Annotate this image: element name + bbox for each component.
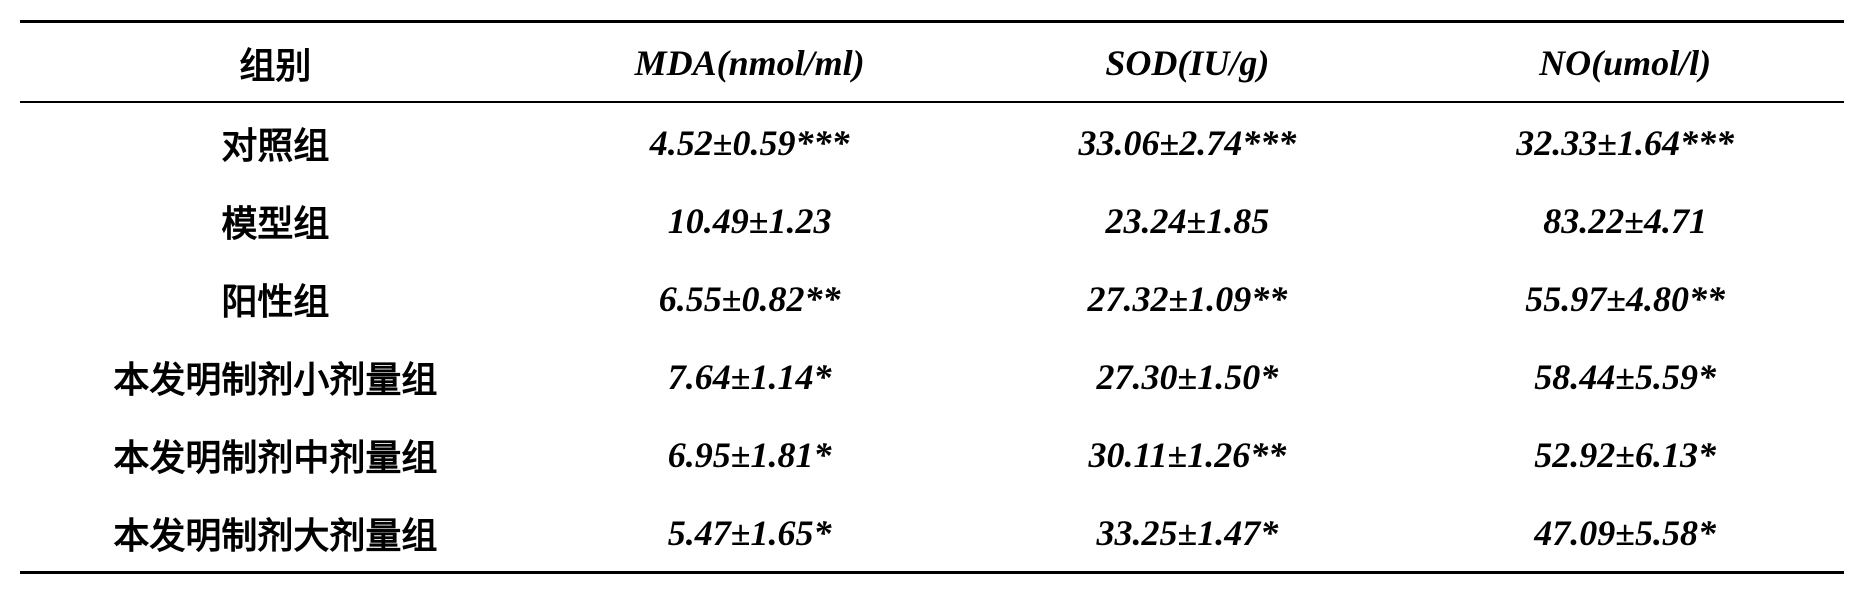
col-header-sod: SOD(IU/g) [968, 22, 1406, 103]
cell-mda: 7.64±1.14* [531, 337, 969, 415]
cell-group: 本发明制剂小剂量组 [20, 337, 531, 415]
cell-mda: 6.55±0.82** [531, 259, 969, 337]
cell-mda: 6.95±1.81* [531, 415, 969, 493]
cell-group: 本发明制剂中剂量组 [20, 415, 531, 493]
cell-sod: 33.06±2.74*** [968, 102, 1406, 181]
table-row: 阳性组 6.55±0.82** 27.32±1.09** 55.97±4.80*… [20, 259, 1844, 337]
cell-group: 阳性组 [20, 259, 531, 337]
cell-no: 55.97±4.80** [1406, 259, 1844, 337]
table-row: 对照组 4.52±0.59*** 33.06±2.74*** 32.33±1.6… [20, 102, 1844, 181]
cell-mda: 4.52±0.59*** [531, 102, 969, 181]
cell-mda: 5.47±1.65* [531, 493, 969, 573]
col-header-no: NO(umol/l) [1406, 22, 1844, 103]
data-table: 组别 MDA(nmol/ml) SOD(IU/g) NO(umol/l) 对照组… [20, 20, 1844, 574]
table-row: 本发明制剂小剂量组 7.64±1.14* 27.30±1.50* 58.44±5… [20, 337, 1844, 415]
table-header-row: 组别 MDA(nmol/ml) SOD(IU/g) NO(umol/l) [20, 22, 1844, 103]
cell-sod: 27.32±1.09** [968, 259, 1406, 337]
cell-group: 本发明制剂大剂量组 [20, 493, 531, 573]
col-header-group: 组别 [20, 22, 531, 103]
table-row: 本发明制剂中剂量组 6.95±1.81* 30.11±1.26** 52.92±… [20, 415, 1844, 493]
cell-group: 对照组 [20, 102, 531, 181]
cell-no: 83.22±4.71 [1406, 181, 1844, 259]
col-header-mda: MDA(nmol/ml) [531, 22, 969, 103]
data-table-container: 组别 MDA(nmol/ml) SOD(IU/g) NO(umol/l) 对照组… [20, 20, 1844, 574]
cell-sod: 33.25±1.47* [968, 493, 1406, 573]
cell-mda: 10.49±1.23 [531, 181, 969, 259]
cell-no: 47.09±5.58* [1406, 493, 1844, 573]
table-row: 本发明制剂大剂量组 5.47±1.65* 33.25±1.47* 47.09±5… [20, 493, 1844, 573]
cell-sod: 23.24±1.85 [968, 181, 1406, 259]
table-row: 模型组 10.49±1.23 23.24±1.85 83.22±4.71 [20, 181, 1844, 259]
cell-sod: 30.11±1.26** [968, 415, 1406, 493]
cell-no: 58.44±5.59* [1406, 337, 1844, 415]
cell-no: 52.92±6.13* [1406, 415, 1844, 493]
cell-group: 模型组 [20, 181, 531, 259]
cell-no: 32.33±1.64*** [1406, 102, 1844, 181]
cell-sod: 27.30±1.50* [968, 337, 1406, 415]
